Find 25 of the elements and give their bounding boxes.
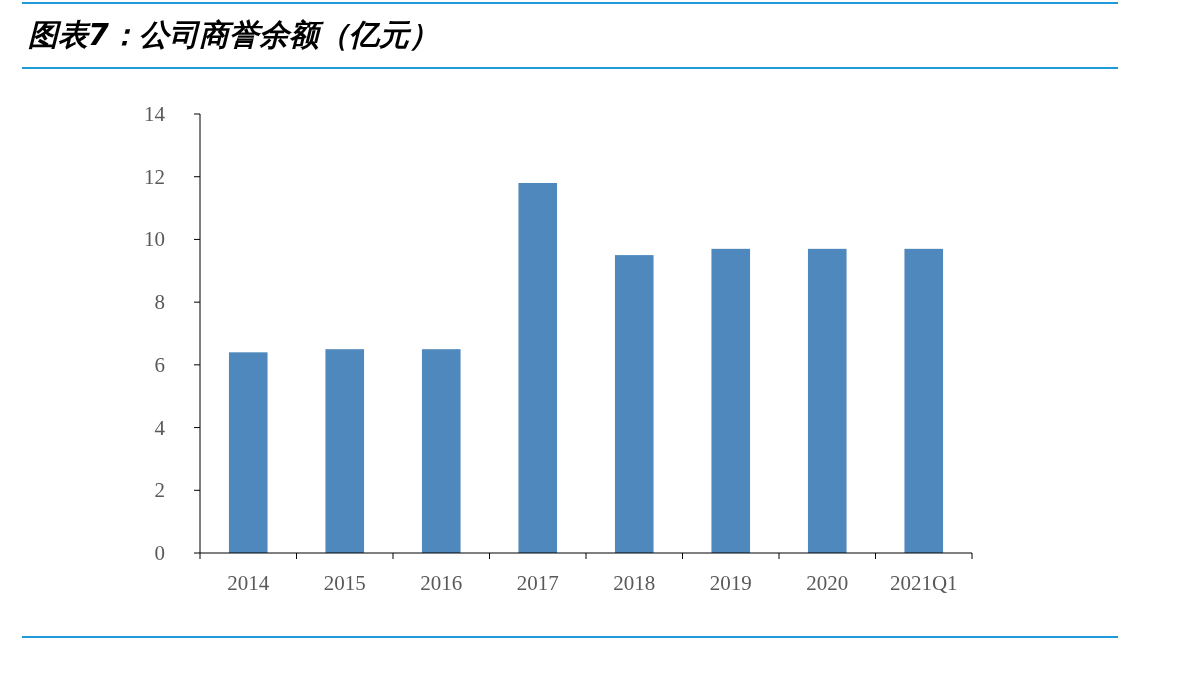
bar [421,349,461,553]
x-tick-label: 2018 [613,571,656,595]
x-tick-label: 2019 [709,571,752,595]
y-tick-label: 14 [144,102,166,126]
bar [325,349,365,553]
bar [614,255,654,553]
y-tick-label: 6 [154,352,165,377]
bar [711,248,751,553]
x-tick-label: 2016 [420,571,463,595]
x-tick-label: 2017 [516,571,559,595]
chart-title: 图表7：公司商誉余额（亿元） [28,17,439,52]
x-tick-label: 2020 [806,571,849,595]
bar [518,182,558,553]
y-tick-label: 10 [144,227,165,252]
bar [807,248,847,553]
y-tick-label: 12 [144,164,165,189]
x-tick-label: 2014 [227,571,270,595]
y-tick-label: 0 [154,541,165,565]
x-tick-label: 2015 [323,571,366,595]
y-tick-label: 4 [154,415,166,440]
y-tick-label: 2 [154,478,165,503]
y-tick-label: 8 [154,290,165,315]
bar [228,352,268,553]
bar [904,248,944,553]
x-tick-label: 2021Q1 [889,571,958,595]
